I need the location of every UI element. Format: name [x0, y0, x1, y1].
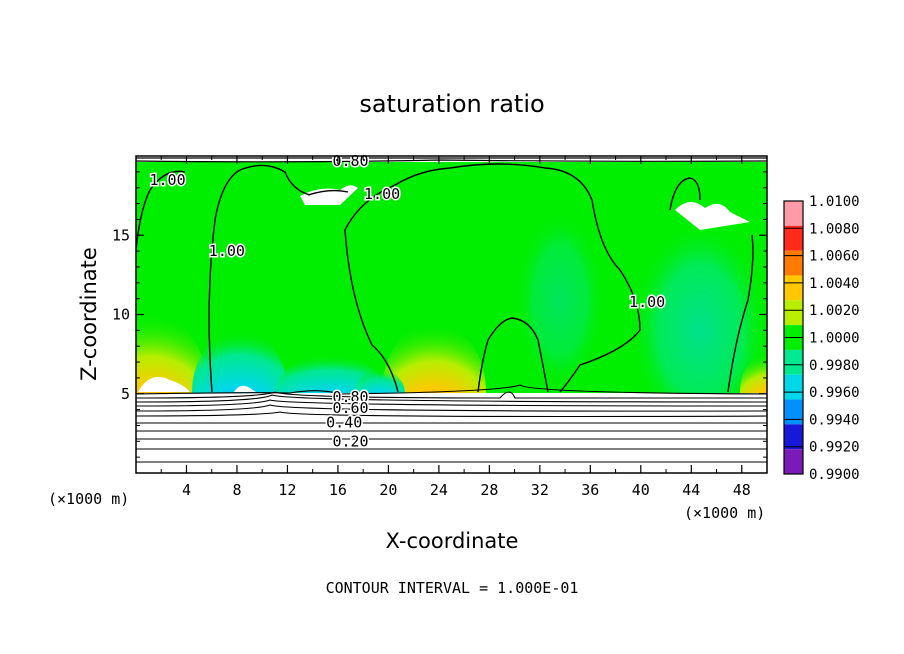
y-tick-label: 10: [112, 306, 130, 324]
colorbar-swatch: [784, 225, 803, 251]
colorbar-swatch: [784, 399, 803, 425]
colorbar-swatch: [784, 275, 803, 301]
x-tick-label: 24: [430, 481, 448, 499]
contour-lower-stack: [136, 384, 767, 463]
colorbar-swatch: [784, 449, 803, 474]
contour-labels: 1.001.001.001.000.800.800.600.400.20: [148, 150, 667, 452]
colorbar-swatch: [784, 424, 803, 450]
colorbar-swatch: [784, 250, 803, 276]
colorbar-swatch: [784, 374, 803, 400]
contour-label: 1.00: [209, 242, 245, 260]
y-axis: 5 10 15: [112, 171, 767, 458]
x-tick-label: 44: [682, 481, 700, 499]
contour-label: 0.60: [332, 399, 368, 417]
colorbar-swatch: [784, 201, 803, 226]
white-patch: [138, 376, 190, 392]
field-region-subsat: [515, 210, 605, 390]
y-tick-label: 15: [112, 226, 130, 244]
plot-area: [136, 156, 767, 473]
contour-label: 0.40: [326, 413, 362, 431]
colorbar-label: 1.0020: [809, 303, 860, 319]
contour-label: 1.00: [629, 293, 665, 311]
field-region-subsat: [630, 220, 767, 440]
colorbar-label: 1.0080: [809, 221, 860, 237]
x-axis: 4 8 12 16 20 24 28 32 36 40 44 48: [160, 156, 751, 499]
x-tick-label: 36: [581, 481, 599, 499]
x-tick-label: 20: [379, 481, 397, 499]
contour-label: 1.00: [364, 185, 400, 203]
colorbar: 1.0100 1.0080 1.0060 1.0040 1.0020 1.0000 0.99…: [783, 194, 860, 483]
x-tick-label: 40: [632, 481, 650, 499]
colorbar-label: 0.9980: [809, 358, 860, 374]
x-axis-unit-right: (×1000 m): [684, 504, 765, 522]
x-tick-label: 28: [480, 481, 498, 499]
chart-title: saturation ratio: [359, 90, 544, 118]
y-tick-label: 5: [121, 385, 130, 403]
y-axis-label: Z-coordinate: [77, 247, 101, 381]
contour-label: 1.00: [149, 171, 185, 189]
colorbar-label: 1.0100: [809, 194, 860, 210]
x-tick-label: 48: [733, 481, 751, 499]
x-axis-label: X-coordinate: [386, 529, 519, 553]
x-tick-label: 16: [329, 481, 347, 499]
contour-1.00: [136, 163, 754, 393]
white-patch: [675, 201, 750, 230]
colorbar-label: 0.9960: [809, 385, 860, 401]
colorbar-swatch: [784, 300, 803, 326]
x-tick-label: 12: [278, 481, 296, 499]
colorbar-label: 0.9940: [809, 412, 860, 428]
colorbar-label: 0.9920: [809, 440, 860, 456]
contour-0.80-top: [136, 157, 767, 163]
colorbar-swatch: [784, 349, 803, 375]
x-axis-unit-left: (×1000 m): [48, 490, 129, 508]
x-tick-label: 4: [182, 481, 191, 499]
contour-label: 0.80: [332, 388, 368, 406]
x-tick-label: 32: [531, 481, 549, 499]
top-layer: [136, 156, 767, 162]
white-patch: [234, 385, 256, 392]
contour-interval-note: CONTOUR INTERVAL = 1.000E-01: [326, 579, 579, 597]
colorbar-label: 1.0060: [809, 249, 860, 265]
contour-label: 0.20: [332, 432, 368, 450]
white-patch: [300, 185, 358, 205]
x-tick-label: 8: [232, 481, 241, 499]
colorbar-label: 1.0000: [809, 331, 860, 347]
colorbar-label: 1.0040: [809, 276, 860, 292]
colorbar-label: 0.9900: [809, 467, 860, 483]
